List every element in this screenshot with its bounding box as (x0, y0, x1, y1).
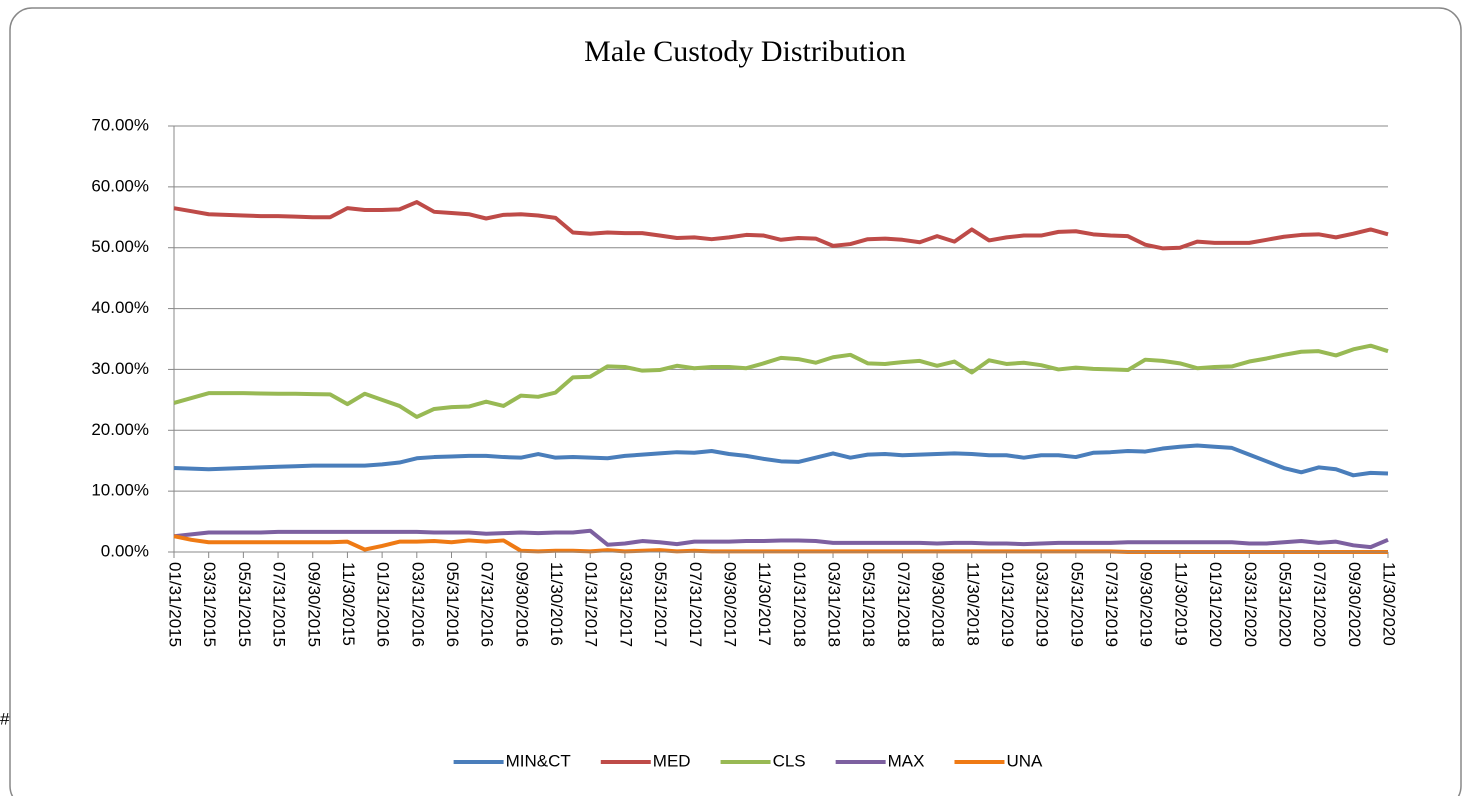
x-tick-label: 11/30/2016 (547, 562, 566, 646)
x-tick-label: 03/31/2018 (825, 562, 844, 647)
y-tick-label: 0.00% (101, 541, 149, 560)
x-tick-label: 07/31/2017 (686, 562, 705, 647)
x-tick-label: 07/31/2016 (478, 562, 497, 647)
x-tick-label: 03/31/2017 (616, 562, 635, 647)
x-tick-label: 09/30/2016 (512, 562, 531, 647)
y-tick-label: 40.00% (91, 298, 149, 317)
legend-label: MIN&CT (506, 751, 571, 770)
x-tick-label: 05/31/2016 (443, 562, 462, 647)
x-tick-label: 05/31/2019 (1067, 562, 1086, 647)
x-tick-label: 09/30/2018 (929, 562, 948, 647)
x-tick-label: 07/31/2018 (894, 562, 913, 647)
x-tick-label: 09/30/2020 (1345, 562, 1364, 647)
x-tick-label: 05/31/2015 (235, 562, 254, 647)
x-tick-label: 11/30/2019 (1171, 562, 1190, 646)
annotation: # (0, 709, 10, 728)
x-tick-label: 07/31/2019 (1102, 562, 1121, 647)
legend-label: MED (653, 751, 691, 770)
x-tick-label: 01/31/2020 (1206, 562, 1225, 647)
x-tick-label: 01/31/2019 (998, 562, 1017, 647)
x-tick-label: 07/31/2015 (270, 562, 289, 647)
x-tick-label: 11/30/2020 (1380, 562, 1399, 646)
x-tick-label: 05/31/2020 (1275, 562, 1294, 647)
x-tick-label: 05/31/2018 (859, 562, 878, 647)
legend-label: MAX (888, 751, 925, 770)
y-tick-label: 70.00% (91, 115, 149, 134)
y-tick-label: 10.00% (91, 481, 149, 500)
chart-frame (9, 7, 1462, 796)
x-tick-label: 11/30/2017 (755, 562, 774, 646)
chart-title: Male Custody Distribution (584, 35, 906, 68)
x-tick-label: 03/31/2020 (1241, 562, 1260, 647)
legend: MIN&CT MED CLS MAX UNA (453, 751, 1043, 770)
x-tick-label: 01/31/2018 (790, 562, 809, 647)
legend-label: CLS (773, 751, 806, 770)
line-series (173, 528, 1389, 550)
x-tick-label: 03/31/2016 (408, 562, 427, 647)
x-tick-label: 03/31/2015 (200, 562, 219, 647)
y-tick-label: 60.00% (91, 176, 149, 195)
y-tick-label: 50.00% (91, 237, 149, 256)
y-tick-label: 20.00% (91, 420, 149, 439)
x-tick-label: 07/31/2020 (1310, 562, 1329, 647)
x-tick-label: 11/30/2018 (963, 562, 982, 646)
legend-label: UNA (1006, 751, 1043, 770)
x-tick-label: 11/30/2015 (339, 562, 358, 646)
x-tick-label: 09/30/2015 (304, 562, 323, 647)
line-series (173, 343, 1389, 419)
x-tick-label: 01/31/2015 (166, 562, 185, 647)
x-tick-label: 09/30/2017 (720, 562, 739, 647)
line-series (173, 200, 1389, 251)
x-tick-label: 03/31/2019 (1033, 562, 1052, 647)
line-series (173, 443, 1389, 478)
x-tick-label: 09/30/2019 (1137, 562, 1156, 647)
x-tick-label: 05/31/2017 (651, 562, 670, 647)
x-tick-label: 01/31/2016 (374, 562, 393, 647)
y-tick-label: 30.00% (91, 359, 149, 378)
x-tick-label: 01/31/2017 (582, 562, 601, 647)
